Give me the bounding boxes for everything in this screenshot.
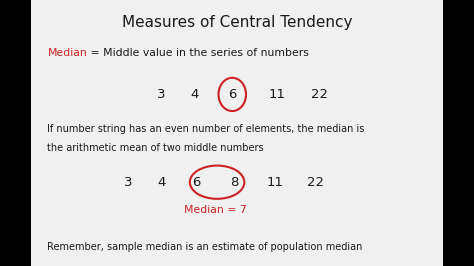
Text: 4: 4 [190, 88, 199, 101]
Text: Median: Median [47, 48, 87, 58]
Text: 8: 8 [230, 176, 239, 189]
Text: = Middle value in the series of numbers: = Middle value in the series of numbers [87, 48, 309, 58]
Text: If number string has an even number of elements, the median is: If number string has an even number of e… [47, 124, 365, 134]
Text: 22: 22 [311, 88, 328, 101]
Text: 11: 11 [266, 176, 283, 189]
Text: 6: 6 [228, 88, 237, 101]
Text: 22: 22 [307, 176, 324, 189]
Text: 3: 3 [124, 176, 132, 189]
Text: 11: 11 [269, 88, 286, 101]
Text: Remember, sample median is an estimate of population median: Remember, sample median is an estimate o… [47, 242, 363, 252]
Text: 4: 4 [157, 176, 165, 189]
Text: 6: 6 [192, 176, 201, 189]
Text: Median = 7: Median = 7 [184, 205, 247, 215]
Text: 3: 3 [157, 88, 165, 101]
Text: Measures of Central Tendency: Measures of Central Tendency [122, 15, 352, 30]
Text: the arithmetic mean of two middle numbers: the arithmetic mean of two middle number… [47, 143, 264, 153]
